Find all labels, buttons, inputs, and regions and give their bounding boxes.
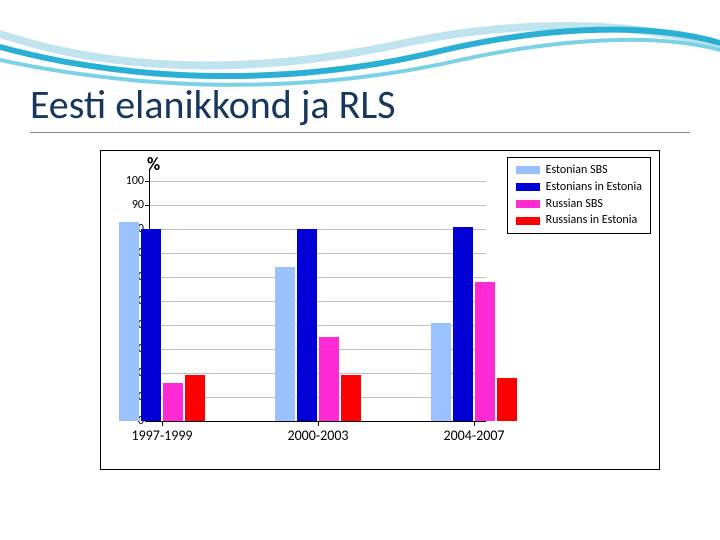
bar: [475, 282, 495, 421]
ytick-mark: [145, 205, 150, 206]
legend-swatch: [516, 166, 540, 174]
gridline: [150, 277, 486, 278]
chart-container: % 01020304050607080901001997-19992000-20…: [100, 150, 660, 470]
xtick-mark: [474, 421, 475, 426]
ytick-label: 100: [126, 174, 144, 188]
bar: [319, 337, 339, 421]
xtick-label: 2004-2007: [443, 427, 504, 444]
bar: [431, 323, 451, 421]
ytick-mark: [145, 421, 150, 422]
xtick-label: 1997-1999: [131, 427, 192, 444]
xtick-mark: [162, 421, 163, 426]
bar: [119, 222, 139, 421]
ytick-label: 90: [132, 198, 144, 212]
gridline: [150, 229, 486, 230]
legend-item: Estonian SBS: [516, 162, 642, 179]
slide-title: Eesti elanikkond ja RLS: [30, 80, 396, 129]
legend-item: Russian SBS: [516, 196, 642, 213]
bar: [341, 375, 361, 421]
slide-wave-decor: [0, 0, 720, 90]
gridline: [150, 205, 486, 206]
legend-swatch: [516, 200, 540, 208]
legend-swatch: [516, 217, 540, 225]
xtick-label: 2000-2003: [287, 427, 348, 444]
ytick-mark: [145, 181, 150, 182]
legend-item: Russians in Estonia: [516, 212, 642, 229]
xtick-mark: [318, 421, 319, 426]
gridline: [150, 181, 486, 182]
gridline: [150, 253, 486, 254]
plot-area: 01020304050607080901001997-19992000-2003…: [149, 169, 486, 422]
legend-label: Estonians in Estonia: [546, 179, 642, 196]
bar: [497, 378, 517, 421]
legend-label: Estonian SBS: [546, 162, 608, 179]
title-underline: [30, 132, 690, 133]
bar: [141, 229, 161, 421]
bar: [185, 375, 205, 421]
legend-label: Russian SBS: [546, 196, 603, 213]
gridline: [150, 301, 486, 302]
bar: [275, 267, 295, 421]
bar: [297, 229, 317, 421]
legend-swatch: [516, 183, 540, 191]
bar: [163, 383, 183, 421]
legend-label: Russians in Estonia: [546, 212, 638, 229]
bar: [453, 227, 473, 421]
legend-item: Estonians in Estonia: [516, 179, 642, 196]
legend: Estonian SBSEstonians in EstoniaRussian …: [507, 157, 651, 234]
